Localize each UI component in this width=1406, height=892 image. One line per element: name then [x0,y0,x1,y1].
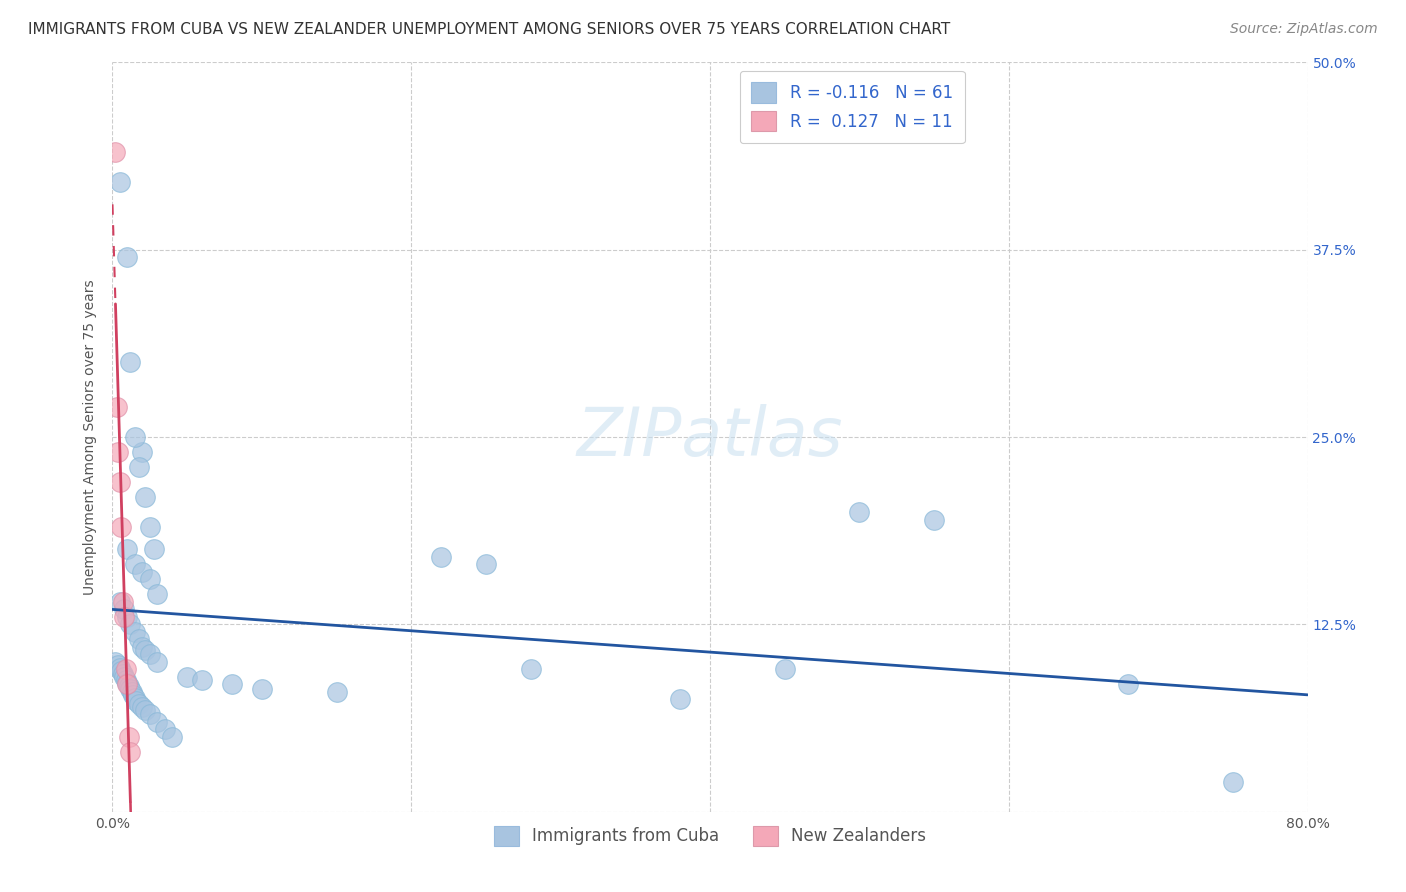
Point [773,662,796,676]
Point [117,250,139,264]
Point [117,542,139,557]
Point [107,445,129,459]
Point [108,661,131,675]
Point [120,681,142,696]
Text: Source: ZipAtlas.com: Source: ZipAtlas.com [1230,22,1378,37]
Point [325,685,347,699]
Point [115,673,138,687]
Point [120,745,142,759]
Point [191,673,214,687]
Point [134,490,156,504]
Point [111,666,134,681]
Point [124,690,146,705]
Point [110,520,132,534]
Point [143,542,166,557]
Point [124,558,146,572]
Point [121,685,143,699]
Point [104,145,127,160]
Text: IMMIGRANTS FROM CUBA VS NEW ZEALANDER UNEMPLOYMENT AMONG SENIORS OVER 75 YEARS C: IMMIGRANTS FROM CUBA VS NEW ZEALANDER UN… [28,22,950,37]
Point [134,643,156,657]
Point [128,460,150,475]
Point [117,610,139,624]
Point [105,400,128,414]
Point [146,714,169,729]
Point [131,445,153,459]
Point [131,565,153,579]
Point [118,730,141,744]
Point [139,648,162,662]
Point [114,670,135,684]
Point [117,677,139,691]
Point [111,595,134,609]
Point [120,355,142,369]
Point [124,430,146,444]
Point [520,662,543,676]
Legend: Immigrants from Cuba, New Zealanders: Immigrants from Cuba, New Zealanders [484,815,936,855]
Point [131,699,153,714]
Point [114,610,135,624]
Point [922,512,945,526]
Point [128,697,150,711]
Point [108,595,131,609]
Point [139,573,162,587]
Point [118,679,141,693]
Point [250,681,273,696]
Point [134,703,156,717]
Point [117,676,139,690]
Point [1222,774,1244,789]
Y-axis label: Unemployment Among Seniors over 75 years: Unemployment Among Seniors over 75 years [83,279,97,595]
Point [146,587,169,601]
Point [153,723,176,737]
Point [124,624,146,639]
Point [128,632,150,647]
Point [176,670,198,684]
Point [475,558,498,572]
Point [120,617,142,632]
Point [108,475,131,489]
Point [162,730,183,744]
Point [131,640,153,654]
Point [221,677,243,691]
Point [430,549,453,564]
Point [139,707,162,722]
Point [108,175,131,189]
Point [104,655,127,669]
Point [848,505,870,519]
Point [146,655,169,669]
Text: ZIPatlas: ZIPatlas [576,404,844,470]
Point [110,664,132,678]
Point [115,662,138,676]
Point [122,688,145,702]
Point [107,657,129,672]
Point [1118,677,1140,691]
Point [125,694,148,708]
Point [139,520,162,534]
Point [114,602,135,616]
Point [669,692,692,706]
